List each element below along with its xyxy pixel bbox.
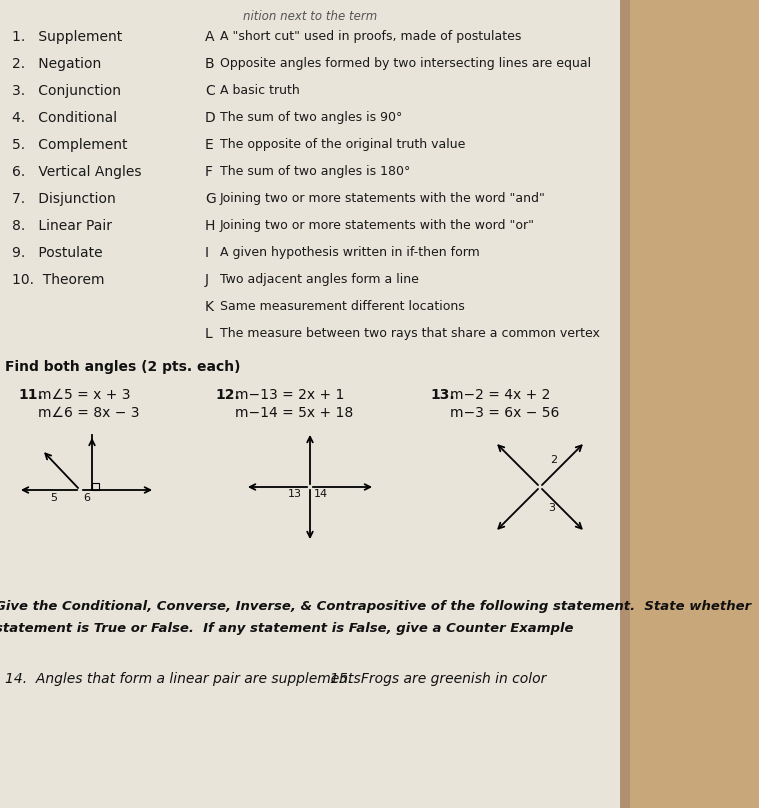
Text: 12.: 12.	[215, 388, 240, 402]
Text: 2.   Negation: 2. Negation	[12, 57, 101, 71]
Text: D: D	[205, 111, 216, 125]
Text: 13.: 13.	[430, 388, 455, 402]
Text: A basic truth: A basic truth	[220, 84, 300, 97]
Text: I: I	[205, 246, 209, 260]
Text: 5: 5	[50, 493, 57, 503]
Text: Same measurement different locations: Same measurement different locations	[220, 300, 465, 313]
Text: B: B	[205, 57, 215, 71]
Text: F: F	[205, 165, 213, 179]
Text: L: L	[205, 327, 213, 341]
Text: E: E	[205, 138, 214, 152]
Text: The sum of two angles is 90°: The sum of two angles is 90°	[220, 111, 402, 124]
Text: m−2 = 4x + 2: m−2 = 4x + 2	[450, 388, 550, 402]
Text: 9.   Postulate: 9. Postulate	[12, 246, 102, 260]
Text: The measure between two rays that share a common vertex: The measure between two rays that share …	[220, 327, 600, 340]
Text: 7.   Disjunction: 7. Disjunction	[12, 192, 116, 206]
Text: 14: 14	[314, 489, 328, 499]
Text: Two adjacent angles form a line: Two adjacent angles form a line	[220, 273, 419, 286]
Text: K: K	[205, 300, 214, 314]
Text: 6.   Vertical Angles: 6. Vertical Angles	[12, 165, 141, 179]
Text: Joining two or more statements with the word "and": Joining two or more statements with the …	[220, 192, 546, 205]
Text: J: J	[205, 273, 209, 287]
FancyBboxPatch shape	[620, 0, 630, 808]
Text: 14.  Angles that form a linear pair are supplements: 14. Angles that form a linear pair are s…	[5, 672, 361, 686]
Text: A "short cut" used in proofs, made of postulates: A "short cut" used in proofs, made of po…	[220, 30, 521, 43]
Text: m∠6 = 8x − 3: m∠6 = 8x − 3	[38, 406, 140, 420]
Text: Joining two or more statements with the word "or": Joining two or more statements with the …	[220, 219, 535, 232]
Text: 8.   Linear Pair: 8. Linear Pair	[12, 219, 112, 233]
Text: H: H	[205, 219, 216, 233]
Text: m∠5 = x + 3: m∠5 = x + 3	[38, 388, 131, 402]
Text: Give the Conditional, Converse, Inverse, & Contrapositive of the following state: Give the Conditional, Converse, Inverse,…	[0, 600, 751, 613]
Text: Find both angles (2 pts. each): Find both angles (2 pts. each)	[5, 360, 241, 374]
Text: nition next to the term: nition next to the term	[243, 10, 377, 23]
Text: C: C	[205, 84, 215, 98]
Text: Opposite angles formed by two intersecting lines are equal: Opposite angles formed by two intersecti…	[220, 57, 591, 70]
Text: A given hypothesis written in if-then form: A given hypothesis written in if-then fo…	[220, 246, 480, 259]
Text: 11.: 11.	[18, 388, 43, 402]
Text: 2: 2	[550, 455, 557, 465]
Bar	[92, 483, 99, 490]
Text: 3.   Conjunction: 3. Conjunction	[12, 84, 121, 98]
Text: 13: 13	[288, 489, 302, 499]
FancyBboxPatch shape	[0, 0, 620, 808]
Text: A: A	[205, 30, 215, 44]
Text: 1.   Supplement: 1. Supplement	[12, 30, 122, 44]
Text: 3: 3	[548, 503, 555, 513]
Text: m−13 = 2x + 1: m−13 = 2x + 1	[235, 388, 345, 402]
Text: 15.  Frogs are greenish in color: 15. Frogs are greenish in color	[330, 672, 546, 686]
Text: m−14 = 5x + 18: m−14 = 5x + 18	[235, 406, 353, 420]
Text: 5.   Complement: 5. Complement	[12, 138, 128, 152]
Text: 6: 6	[83, 493, 90, 503]
Text: G: G	[205, 192, 216, 206]
Text: 4.   Conditional: 4. Conditional	[12, 111, 117, 125]
Text: The sum of two angles is 180°: The sum of two angles is 180°	[220, 165, 411, 178]
Text: 10.  Theorem: 10. Theorem	[12, 273, 105, 287]
Text: statement is True or False.  If any statement is False, give a Counter Example: statement is True or False. If any state…	[0, 622, 574, 635]
Text: m−3 = 6x − 56: m−3 = 6x − 56	[450, 406, 559, 420]
Text: The opposite of the original truth value: The opposite of the original truth value	[220, 138, 465, 151]
